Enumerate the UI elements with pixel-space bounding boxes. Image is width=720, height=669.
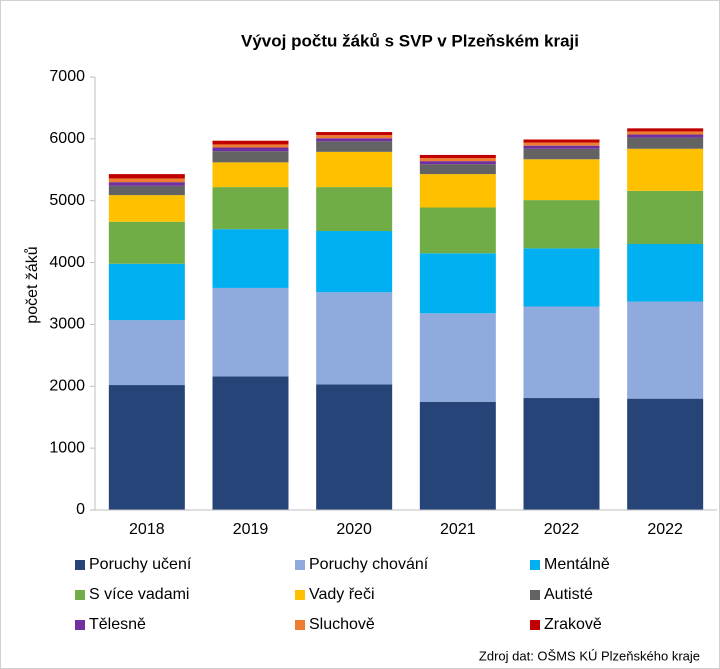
y-tick-label: 2000 [49,378,85,395]
y-tick-label: 7000 [49,68,85,85]
legend-label: Tělesně [89,616,146,633]
legend-swatch [75,620,85,630]
x-tick-label: 2018 [129,521,165,538]
legend-label: Autisté [544,586,593,603]
bar-segment [419,154,496,159]
legend-swatch [75,590,85,600]
bar-segment [523,398,600,510]
bar-segment [419,313,496,402]
bar-segment [523,159,600,201]
legend-swatch [295,560,305,570]
bar-segment [108,221,185,264]
bar-segment [523,248,600,307]
bar-segment [419,164,496,175]
bar-segment [419,158,496,162]
bar-segment [523,142,600,146]
bar-segment [523,306,600,399]
bar-segment [316,132,393,136]
y-tick-label: 5000 [49,192,85,209]
bar-segment [316,384,393,510]
y-tick-label: 4000 [49,254,85,271]
bar-segment [523,145,600,149]
legend-label: Poruchy chování [309,556,429,573]
bar-segment [212,140,289,145]
chart-title: Vývoj počtu žáků s SVP v Plzeňském kraji [241,31,579,50]
bar-segment [627,301,704,399]
legend-label: Vady řeči [309,586,375,603]
legend-swatch [530,560,540,570]
legend-swatch [75,560,85,570]
bar-segment [627,131,704,135]
bar-segment [316,135,393,139]
bar-segment [627,148,704,191]
legend-label: Zrakově [544,616,602,633]
legend-label: S více vadami [89,586,189,603]
y-tick-label: 3000 [49,316,85,333]
bar-segment [108,182,185,186]
bar-segment [316,151,393,188]
bar-segment [419,253,496,314]
bar-segment [316,138,393,142]
source-note: Zdroj dat: OŠMS KÚ Plzeňského kraje [479,648,700,663]
bar-segment [419,401,496,510]
bar-segment [627,137,704,149]
bar-segment [212,144,289,148]
bar-segment [212,287,289,377]
x-tick-label: 2022 [544,521,580,538]
bar-segment [316,187,393,232]
bar-segment [316,141,393,152]
x-tick-label: 2022 [647,521,683,538]
legend-swatch [295,620,305,630]
bar-segment [108,385,185,510]
bar-segment [316,292,393,385]
bar-segment [212,376,289,510]
y-axis-label: počet žáků [23,246,41,323]
bar-segment [108,174,185,179]
bar-segment [523,139,600,143]
legend-label: Poruchy učení [89,556,192,573]
bar-segment [108,178,185,183]
x-tick-label: 2021 [440,521,476,538]
bar-segment [523,200,600,249]
bar-segment [212,162,289,188]
bar-segment [627,190,704,245]
y-tick-label: 6000 [49,130,85,147]
bar-segment [108,263,185,321]
bar-segment [108,320,185,386]
bar-segment [108,195,185,222]
bar-segment [627,244,704,302]
bar-segment [419,207,496,254]
y-tick-label: 0 [76,501,85,518]
bar-segment [419,174,496,208]
bar-segment [627,128,704,132]
bar-segment [523,148,600,160]
bar-segment [212,147,289,152]
bar-segment [212,187,289,230]
legend-swatch [530,590,540,600]
legend-label: Mentálně [544,556,610,573]
bar-segment [108,185,185,196]
y-tick-label: 1000 [49,439,85,456]
bar-segment [316,231,393,293]
bar-segment [212,151,289,163]
bar-segment [212,229,289,288]
bar-segment [419,161,496,165]
bar-segment [627,134,704,138]
bar-segment [627,398,704,510]
legend-label: Sluchově [309,616,375,633]
legend-swatch [530,620,540,630]
legend-swatch [295,590,305,600]
x-tick-label: 2020 [336,521,372,538]
x-tick-label: 2019 [233,521,269,538]
